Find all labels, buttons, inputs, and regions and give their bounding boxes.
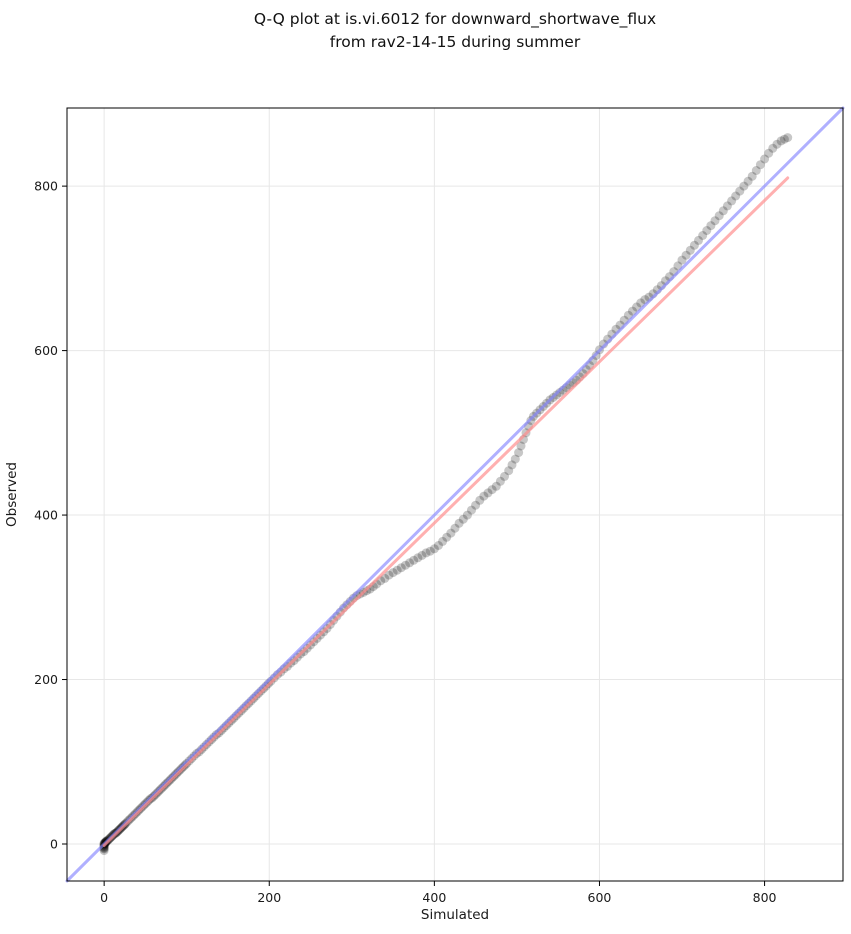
x-tick-label: 400 (422, 890, 446, 905)
fit-line (102, 176, 790, 848)
y-tick-label: 800 (34, 179, 58, 194)
svg-text:Observed: Observed (4, 462, 20, 527)
y-tick-label: 400 (34, 508, 58, 523)
chart-title: Q-Q plot at is.vi.6012 for downward_shor… (67, 8, 843, 54)
x-tick-label: 600 (588, 890, 612, 905)
x-axis-label: Simulated (421, 907, 489, 923)
qq-plot-canvas: 0 200 400 600 800 0 200 400 600 800 Simulated Obser… (4, 106, 845, 923)
plot-border (66, 107, 844, 882)
svg-text:Simulated: Simulated (421, 907, 489, 923)
chart-title-line2: from rav2-14-15 during summer (329, 33, 581, 51)
y-axis-label: Observed (4, 462, 20, 527)
x-tick-label: 0 (100, 890, 108, 905)
y-tick-label: 600 (34, 343, 58, 358)
chart-title-line1: Q-Q plot at is.vi.6012 for downward_shor… (253, 10, 657, 28)
x-tick-label: 800 (753, 890, 777, 905)
y-axis-ticks: 0 200 400 600 800 (34, 179, 67, 851)
x-tick-label: 200 (257, 890, 281, 905)
gridlines (67, 108, 843, 881)
y-tick-label: 200 (34, 672, 58, 687)
identity-line (65, 106, 845, 883)
x-axis-ticks: 0 200 400 600 800 (100, 881, 777, 905)
y-tick-label: 0 (50, 836, 58, 851)
